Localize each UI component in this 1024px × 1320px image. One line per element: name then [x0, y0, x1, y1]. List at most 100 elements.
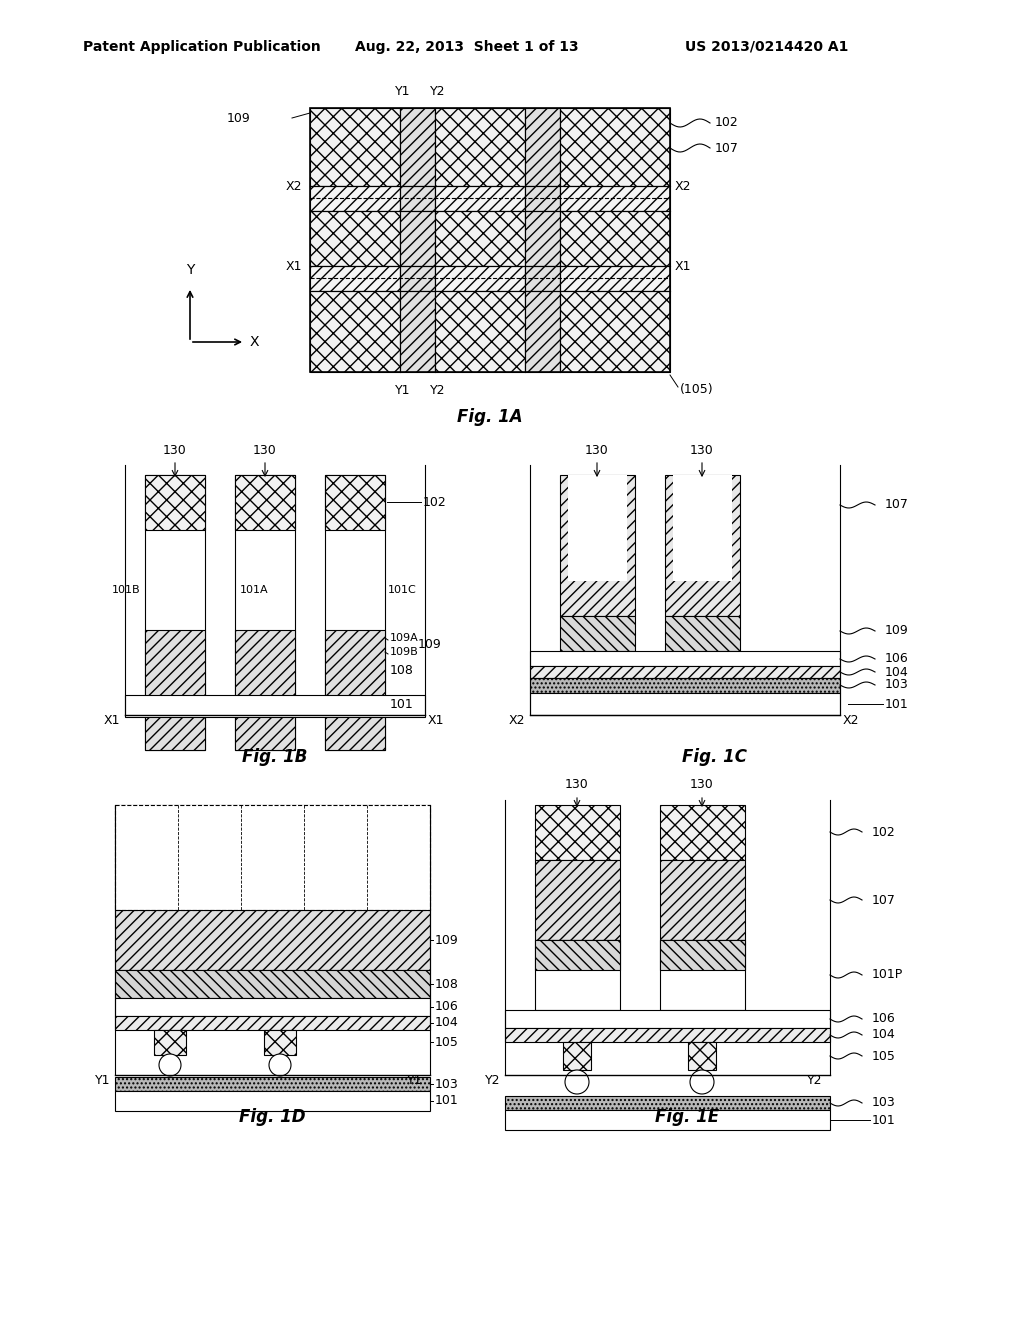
Text: 101P: 101P [872, 969, 903, 982]
Bar [234, 475, 295, 750]
Bar [525, 267, 560, 290]
Text: 101: 101 [435, 1094, 459, 1107]
Bar [325, 475, 385, 750]
Bar [115, 805, 430, 909]
Bar [560, 186, 670, 211]
Bar [115, 998, 430, 1016]
Bar [234, 475, 295, 531]
Text: Y: Y [185, 263, 195, 277]
Bar [505, 1096, 830, 1110]
Bar [673, 475, 732, 581]
Circle shape [690, 1071, 714, 1094]
Text: X1: X1 [103, 714, 120, 726]
Text: 101A: 101A [240, 585, 268, 595]
Text: X1: X1 [428, 714, 444, 726]
Bar [115, 970, 430, 998]
Bar [435, 211, 525, 267]
Bar [115, 805, 430, 909]
Text: 130: 130 [690, 779, 714, 792]
Text: X: X [250, 335, 259, 348]
Text: Aug. 22, 2013  Sheet 1 of 13: Aug. 22, 2013 Sheet 1 of 13 [355, 40, 579, 54]
Text: Y2: Y2 [430, 384, 445, 397]
Bar [525, 211, 560, 267]
Text: X2: X2 [843, 714, 859, 726]
Bar [530, 651, 840, 667]
Bar [525, 290, 560, 372]
Bar [115, 1016, 430, 1030]
Bar [688, 1041, 716, 1071]
Text: 104: 104 [885, 665, 908, 678]
Text: 101B: 101B [112, 585, 140, 595]
Text: 109B: 109B [390, 647, 419, 657]
Bar [568, 475, 627, 581]
Text: Y1: Y1 [94, 1073, 110, 1086]
Bar [535, 805, 620, 861]
Bar [435, 290, 525, 372]
Text: Fig. 1A: Fig. 1A [457, 408, 523, 426]
Text: 130: 130 [253, 444, 276, 457]
Text: 102: 102 [715, 116, 738, 129]
Text: 103: 103 [872, 1097, 896, 1110]
Text: Fig. 1B: Fig. 1B [243, 748, 307, 766]
Text: 101: 101 [390, 698, 414, 711]
Text: 130: 130 [690, 444, 714, 457]
Bar [525, 108, 560, 186]
Bar [535, 940, 620, 970]
Bar [400, 108, 435, 186]
Bar [660, 940, 745, 970]
Bar [505, 1028, 830, 1041]
Text: 103: 103 [435, 1077, 459, 1090]
Bar [660, 805, 745, 861]
Text: Fig. 1E: Fig. 1E [655, 1107, 719, 1126]
Text: 104: 104 [872, 1028, 896, 1041]
Bar [665, 475, 740, 616]
Bar [560, 267, 670, 290]
Bar [145, 475, 205, 531]
Text: Fig. 1D: Fig. 1D [239, 1107, 305, 1126]
Text: Y2: Y2 [484, 1073, 500, 1086]
Text: 102: 102 [872, 825, 896, 838]
Bar [125, 696, 425, 717]
Bar [310, 211, 400, 267]
Bar [525, 186, 560, 211]
Text: 101: 101 [872, 1114, 896, 1126]
Text: (105): (105) [680, 384, 714, 396]
Bar [660, 861, 745, 940]
Bar [115, 1077, 430, 1092]
Bar [115, 909, 430, 970]
Bar [560, 290, 670, 372]
Text: 101: 101 [885, 697, 908, 710]
Bar [115, 805, 430, 909]
Bar [560, 108, 670, 186]
Bar [400, 267, 435, 290]
Bar [665, 616, 740, 651]
Text: Y1: Y1 [395, 84, 411, 98]
Text: X1: X1 [675, 260, 691, 272]
Bar [154, 1030, 186, 1055]
Bar [560, 475, 635, 616]
Bar [530, 667, 840, 678]
Text: US 2013/0214420 A1: US 2013/0214420 A1 [685, 40, 848, 54]
Text: 107: 107 [885, 499, 909, 511]
Text: 130: 130 [163, 444, 186, 457]
Text: 101C: 101C [388, 585, 417, 595]
Bar [325, 475, 385, 531]
Bar [563, 1041, 591, 1071]
Text: 109: 109 [885, 624, 908, 638]
Text: 106: 106 [872, 1012, 896, 1026]
Bar [145, 630, 205, 750]
Text: X1: X1 [286, 260, 302, 272]
Text: X2: X2 [286, 180, 302, 193]
Text: 109: 109 [226, 111, 250, 124]
Circle shape [565, 1071, 589, 1094]
Text: 109: 109 [435, 933, 459, 946]
Bar [505, 1110, 830, 1130]
Text: Y2: Y2 [807, 1073, 822, 1086]
Text: Fig. 1C: Fig. 1C [683, 748, 748, 766]
Bar [400, 290, 435, 372]
Bar [560, 211, 670, 267]
Bar [530, 693, 840, 715]
Bar [435, 267, 525, 290]
Text: 105: 105 [872, 1049, 896, 1063]
Text: 104: 104 [435, 1016, 459, 1030]
